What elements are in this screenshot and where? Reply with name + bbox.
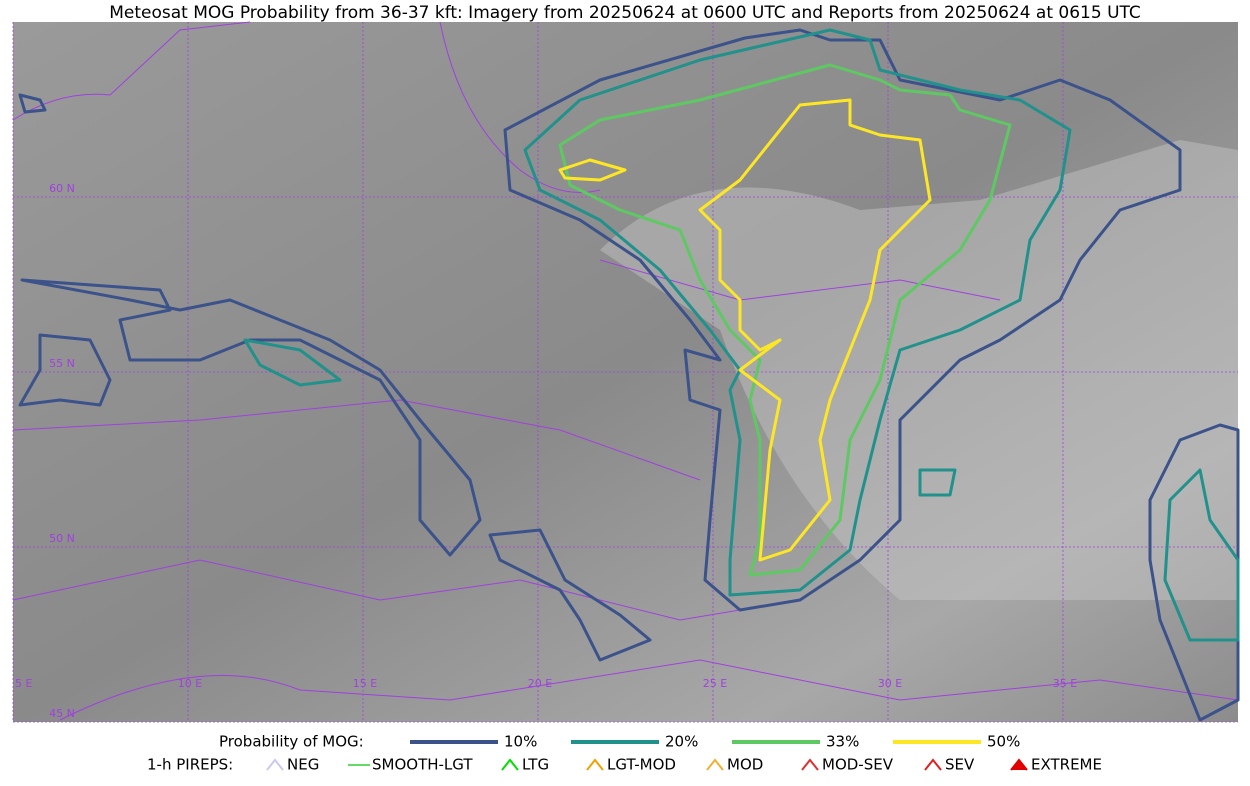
border-line: [59, 659, 1239, 721]
contour: [918, 468, 957, 497]
lon-label: 30 E: [878, 677, 902, 690]
contour: [523, 28, 1072, 597]
pirep-symbol: [266, 758, 284, 771]
lon-label: 15 E: [353, 677, 377, 690]
pirep-label: EXTREME: [1031, 756, 1102, 774]
lat-label: 45 N: [49, 707, 75, 720]
graticule: [12, 21, 1239, 723]
legend: Probability of MOG: 10% 20% 33% 50% 1-h PIREP…: [147, 733, 1102, 774]
contour: [558, 63, 1012, 577]
border-line: [12, 559, 801, 621]
legend-label: 33%: [826, 733, 859, 751]
legend-label: 20%: [665, 733, 698, 751]
pirep-symbol: [801, 758, 819, 771]
contour: [503, 28, 1182, 612]
lon-label: 35 E: [1053, 677, 1077, 690]
contour: [18, 93, 47, 114]
pirep-label: SEV: [945, 756, 975, 774]
pirep-label: NEG: [287, 756, 319, 774]
lon-label: 20 E: [528, 677, 552, 690]
title: Meteosat MOG Probability from 36-37 kft:…: [109, 3, 1141, 23]
lat-label: 50 N: [49, 532, 75, 545]
pirep-label: MOD-SEV: [822, 756, 894, 774]
border-line: [12, 399, 701, 481]
lat-label: 55 N: [49, 357, 75, 370]
contour: [18, 333, 112, 407]
contours: [18, 28, 1240, 722]
lon-label: 5 E: [15, 677, 32, 690]
contour: [698, 98, 932, 562]
pirep-label: SMOOTH-LGT: [372, 756, 473, 774]
contour: [558, 158, 627, 182]
pirep-symbol: [924, 758, 942, 771]
contour: [1163, 468, 1240, 642]
contour: [1148, 423, 1240, 722]
lon-label: 10 E: [178, 677, 202, 690]
border-line: [439, 21, 601, 193]
legend-label: 10%: [504, 733, 537, 751]
legend-title: Probability of MOG:: [219, 733, 364, 751]
pirep-label: LGT-MOD: [607, 756, 676, 774]
legend-label: 50%: [987, 733, 1020, 751]
contour: [243, 338, 342, 387]
pirep-label: LTG: [522, 756, 549, 774]
lon-label: 25 E: [703, 677, 727, 690]
cloud-area: [600, 140, 1238, 600]
lat-label: 60 N: [49, 182, 75, 195]
pirep-symbol: [501, 758, 519, 771]
pirep-symbol: [586, 758, 604, 771]
pirep-symbol: [1010, 758, 1028, 771]
grid-labels: 5 E 10 E 15 E 20 E 25 E 30 E 35 E 60 N 55 N 50 N 4…: [15, 182, 1077, 720]
pirep-symbol: [706, 758, 724, 771]
pireps-title: 1-h PIREPS:: [147, 756, 233, 774]
contour: [488, 528, 652, 662]
contour: [20, 278, 482, 557]
pirep-label: MOD: [727, 756, 763, 774]
